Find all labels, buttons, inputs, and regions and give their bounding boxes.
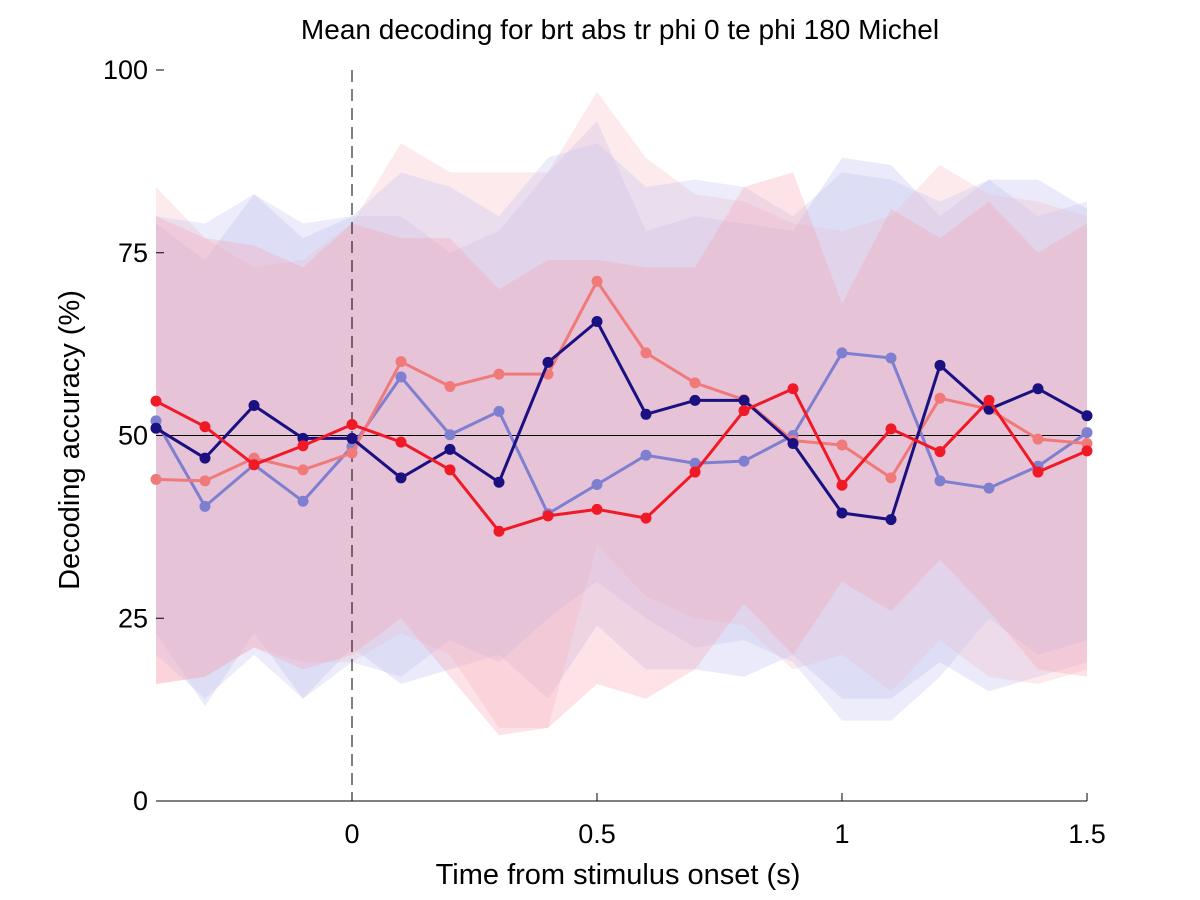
data-point	[934, 359, 946, 371]
data-point	[885, 514, 897, 526]
data-point	[640, 449, 652, 461]
error-band-1	[156, 121, 1087, 706]
error-band-3	[156, 143, 1087, 721]
data-point	[542, 510, 554, 522]
x-tick-label: 1	[834, 819, 849, 849]
chart-title: Mean decoding for brt abs tr phi 0 te ph…	[301, 14, 939, 45]
data-point	[591, 275, 603, 287]
data-point	[640, 347, 652, 359]
data-point	[738, 405, 750, 417]
data-point	[150, 473, 162, 485]
data-point	[885, 423, 897, 435]
data-point	[1032, 466, 1044, 478]
y-axis-label: Decoding accuracy (%)	[54, 290, 86, 590]
data-point	[199, 475, 211, 487]
data-point	[297, 440, 309, 452]
data-point	[738, 394, 750, 406]
axes	[156, 69, 1088, 802]
data-point	[297, 464, 309, 476]
data-point	[297, 495, 309, 507]
x-tick-label: 0.5	[578, 819, 616, 849]
series-line	[154, 351, 1088, 516]
series-3	[150, 315, 1093, 526]
y-tick-label: 50	[118, 421, 148, 451]
data-point	[199, 421, 211, 433]
data-point	[1081, 427, 1093, 439]
data-point	[444, 381, 456, 393]
data-point	[836, 507, 848, 519]
data-point	[248, 459, 260, 471]
tick-labels: 0 25 50 75 100 0 0.5 1 1.5	[103, 55, 1106, 849]
data-point	[983, 482, 995, 494]
data-point	[934, 475, 946, 487]
data-point	[199, 452, 211, 464]
data-point	[934, 392, 946, 404]
x-tick-label: 0	[344, 819, 359, 849]
series-4	[150, 383, 1093, 537]
data-point	[640, 408, 652, 420]
data-point	[150, 395, 162, 407]
series-lines	[150, 275, 1093, 537]
y-tick-label: 25	[118, 603, 148, 633]
data-point	[542, 356, 554, 368]
data-point	[640, 512, 652, 524]
data-point	[1032, 383, 1044, 395]
series-line	[155, 279, 1088, 483]
data-point	[689, 377, 701, 389]
data-point	[591, 503, 603, 515]
data-point	[493, 525, 505, 537]
data-point	[934, 446, 946, 458]
data-point	[150, 422, 162, 434]
data-point	[395, 472, 407, 484]
data-point	[1032, 433, 1044, 445]
data-point	[395, 436, 407, 448]
data-point	[591, 315, 603, 327]
data-point	[346, 419, 358, 431]
data-point	[395, 371, 407, 383]
data-point	[689, 466, 701, 478]
data-point	[248, 400, 260, 412]
data-point	[493, 476, 505, 488]
data-point	[885, 352, 897, 364]
y-tick-label: 100	[103, 55, 148, 85]
data-point	[787, 438, 799, 450]
data-point	[885, 472, 897, 484]
data-point	[836, 479, 848, 491]
data-point	[689, 457, 701, 469]
data-point	[983, 394, 995, 406]
y-tick-label: 0	[133, 786, 148, 816]
data-point	[444, 443, 456, 455]
data-point	[395, 356, 407, 368]
data-point	[1081, 410, 1093, 422]
data-point	[493, 405, 505, 417]
error-band-4	[156, 172, 1087, 736]
data-point	[689, 394, 701, 406]
data-point	[346, 432, 358, 444]
data-point	[787, 383, 799, 395]
data-point	[591, 478, 603, 490]
data-point	[738, 455, 750, 467]
data-point	[836, 439, 848, 451]
x-axis-label: Time from stimulus onset (s)	[436, 859, 801, 891]
data-point	[444, 464, 456, 476]
data-point	[1081, 445, 1093, 457]
series-line	[155, 319, 1088, 522]
error-bands	[156, 91, 1087, 736]
x-tick-label: 1.5	[1068, 819, 1106, 849]
data-point	[836, 347, 848, 359]
data-point	[493, 368, 505, 380]
data-point	[199, 500, 211, 512]
error-band-2	[156, 91, 1087, 728]
y-tick-label: 75	[118, 238, 148, 268]
data-point	[346, 447, 358, 459]
data-point	[444, 429, 456, 441]
series-line	[155, 387, 1088, 533]
